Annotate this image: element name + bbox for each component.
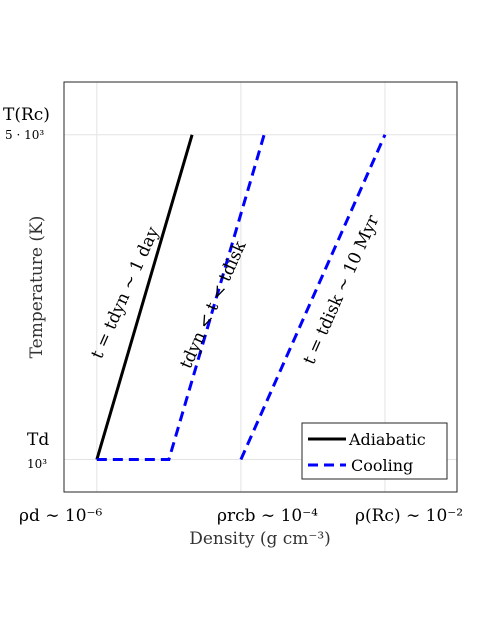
y-tick-sublabel-top: 5 · 10³: [5, 128, 44, 142]
legend: Adiabatic Cooling: [301, 422, 448, 480]
legend-box: [301, 422, 448, 480]
x-tick-label-right: ρ(Rc) ∼ 10⁻²: [355, 506, 463, 526]
series-line-cooling-2-2: [239, 134, 387, 461]
legend-label-adiabatic: Adiabatic: [348, 430, 426, 449]
series-line-cooling-1: [96, 134, 266, 462]
x-axis-label: Density (g cm⁻³): [189, 529, 331, 549]
plot-area-border: [63, 81, 458, 493]
x-tick-label-left: ρd ∼ 10⁻⁶: [19, 506, 103, 526]
y-tick-label-bottom: Td: [27, 430, 49, 450]
annotation-adiabatic: t = tdyn ∼ 1 day: [87, 224, 163, 362]
y-tick-label-top: T(Rc): [3, 105, 50, 125]
y-tick-sublabel-bottom: 10³: [27, 457, 47, 471]
y-axis-label: Temperature (K): [27, 216, 47, 359]
x-tick-label-middle: ρrcb ∼ 10⁻⁴: [217, 506, 318, 526]
annotation-intermediate: tdyn < t < tdisk: [176, 238, 250, 372]
series-line-adiabatic-0: [95, 134, 194, 460]
legend-label-cooling: Cooling: [351, 456, 413, 475]
data-series: [95, 134, 387, 462]
